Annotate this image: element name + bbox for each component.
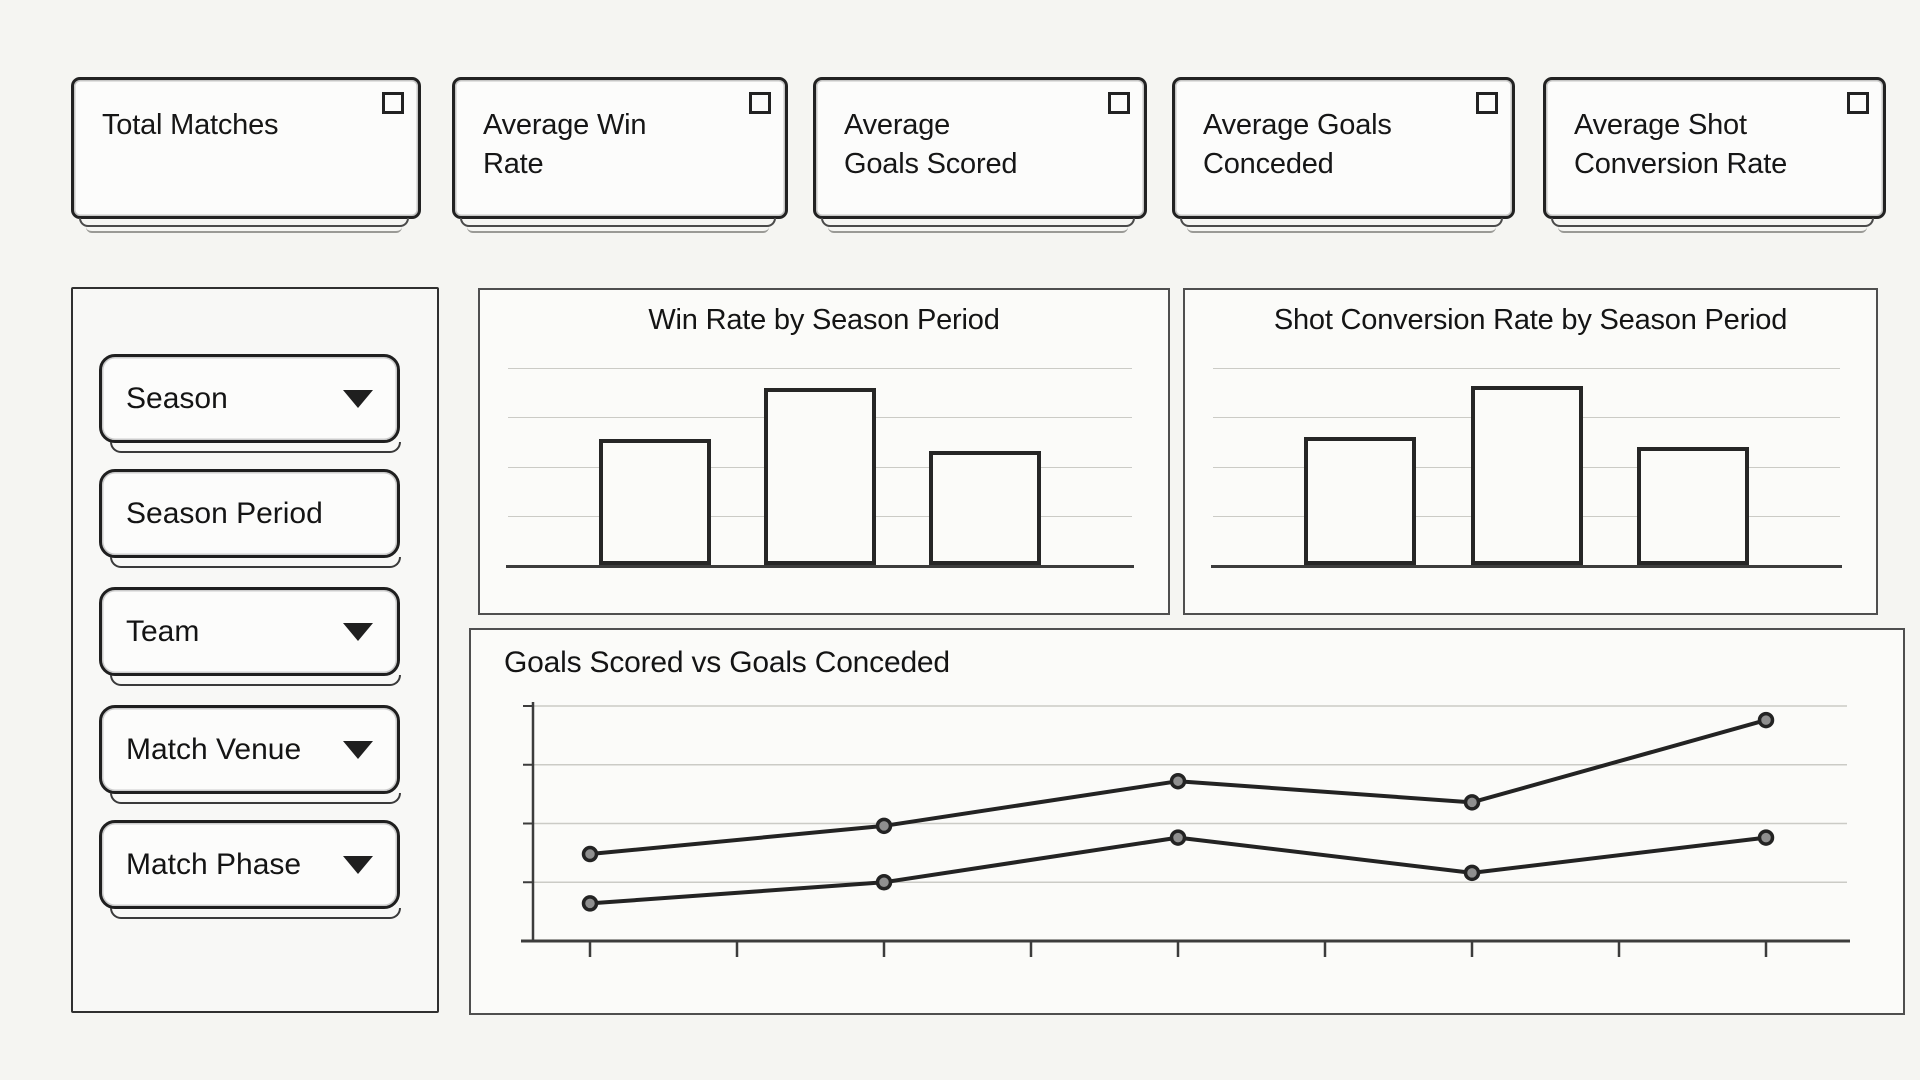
- data-point-marker: [1463, 794, 1481, 811]
- filter-label: Match Venue: [126, 732, 302, 766]
- kpi-card-average-shot-conversion-rate: Average Shot Conversion Rate: [1543, 77, 1886, 233]
- bar: [929, 450, 1042, 565]
- data-point-marker: [1169, 829, 1187, 846]
- data-point-marker: [581, 895, 599, 912]
- bar-chart: [506, 368, 1134, 568]
- series-line: [589, 835, 1767, 906]
- kpi-card-label: Total Matches: [102, 109, 279, 141]
- data-point-marker: [875, 817, 893, 835]
- filter-label: Team: [126, 614, 200, 648]
- shot-conversion-panel: Shot Conversion Rate by Season Period: [1183, 288, 1878, 615]
- gridline: [1213, 368, 1840, 369]
- data-point-marker: [1757, 711, 1775, 729]
- x-axis: [506, 565, 1134, 568]
- bar: [1304, 436, 1417, 565]
- square-icon[interactable]: [382, 92, 404, 114]
- filter-match-venue[interactable]: Match Venue: [99, 705, 401, 804]
- chart-title: Win Rate by Season Period: [648, 304, 1000, 336]
- data-point-marker: [1757, 829, 1775, 846]
- data-point-marker: [581, 845, 599, 863]
- filter-label: Season Period: [126, 496, 323, 530]
- square-icon[interactable]: [1108, 92, 1130, 114]
- filter-team[interactable]: Team: [99, 587, 401, 686]
- gridline: [508, 368, 1132, 369]
- chevron-down-icon: [343, 389, 373, 408]
- goals-scored-vs-conceded-panel: Goals Scored vs Goals Conceded: [469, 628, 1905, 1015]
- kpi-card-average-win-rate: Average Win Rate: [452, 77, 788, 233]
- kpi-card-label: Average Goals Conceded: [1203, 109, 1392, 180]
- square-icon[interactable]: [749, 92, 771, 114]
- filter-match-phase[interactable]: Match Phase: [99, 820, 401, 919]
- kpi-card-label: Average Win Rate: [483, 109, 647, 180]
- bar: [1470, 385, 1583, 565]
- bar: [1636, 446, 1749, 565]
- filter-season[interactable]: Season: [99, 354, 401, 453]
- chart-title: Shot Conversion Rate by Season Period: [1273, 304, 1788, 336]
- bar: [598, 438, 711, 565]
- filter-season-period[interactable]: Season Period: [99, 469, 401, 568]
- kpi-card-label: Average Goals Scored: [844, 109, 1018, 180]
- chevron-down-icon: [343, 622, 373, 641]
- filters-panel: Season Season Period Team Match Venue Ma…: [71, 287, 439, 1013]
- win-rate-panel: Win Rate by Season Period: [478, 288, 1170, 615]
- chevron-down-icon: [343, 740, 373, 759]
- kpi-card-average-goals-scored: Average Goals Scored: [813, 77, 1147, 233]
- data-point-marker: [1169, 772, 1187, 790]
- data-point-marker: [875, 874, 893, 891]
- bar: [764, 387, 876, 565]
- line-chart: [521, 702, 1850, 957]
- filter-label: Match Phase: [126, 847, 302, 881]
- square-icon[interactable]: [1847, 92, 1869, 114]
- kpi-card-total-matches: Total Matches: [71, 77, 421, 233]
- chart-title: Goals Scored vs Goals Conceded: [504, 646, 950, 679]
- square-icon[interactable]: [1476, 92, 1498, 114]
- chevron-down-icon: [343, 855, 373, 874]
- kpi-card-label: Average Shot Conversion Rate: [1574, 109, 1787, 180]
- x-axis: [1211, 565, 1842, 568]
- kpi-card-average-goals-conceded: Average Goals Conceded: [1172, 77, 1515, 233]
- bar-chart: [1211, 368, 1842, 568]
- data-point-marker: [1463, 864, 1481, 882]
- filter-label: Season: [126, 381, 228, 415]
